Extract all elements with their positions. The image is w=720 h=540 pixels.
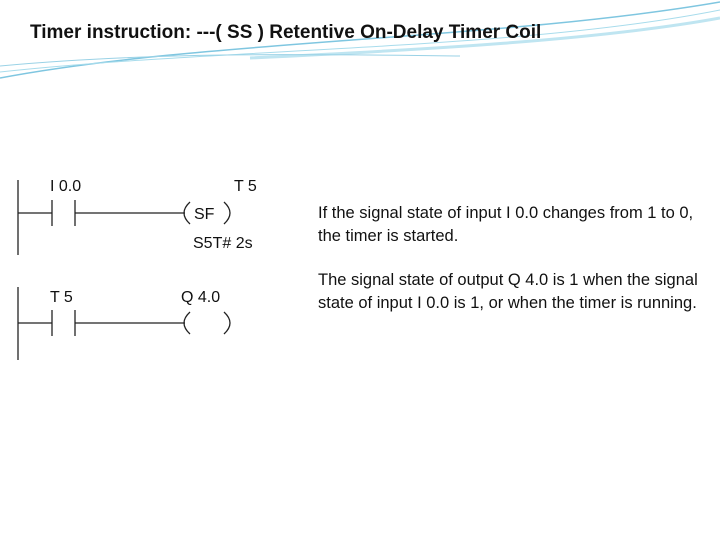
ladder-network-1: [17, 180, 231, 255]
preset-label: S5T# 2s: [193, 235, 253, 252]
header-decoration: [0, 1, 720, 79]
contact-label: I 0.0: [50, 178, 81, 195]
ladder-network-2: [17, 287, 231, 360]
description: The signal state of output Q 4.0 is 1 wh…: [318, 271, 698, 312]
coil-address: T 5: [234, 178, 257, 195]
coil-label: SF: [194, 206, 215, 223]
description: If the signal state of input I 0.0 chang…: [318, 204, 694, 245]
coil-address: Q 4.0: [181, 289, 220, 306]
contact-label: T 5: [50, 289, 73, 306]
slide-title: Timer instruction: ---( SS ) Retentive O…: [30, 22, 542, 43]
